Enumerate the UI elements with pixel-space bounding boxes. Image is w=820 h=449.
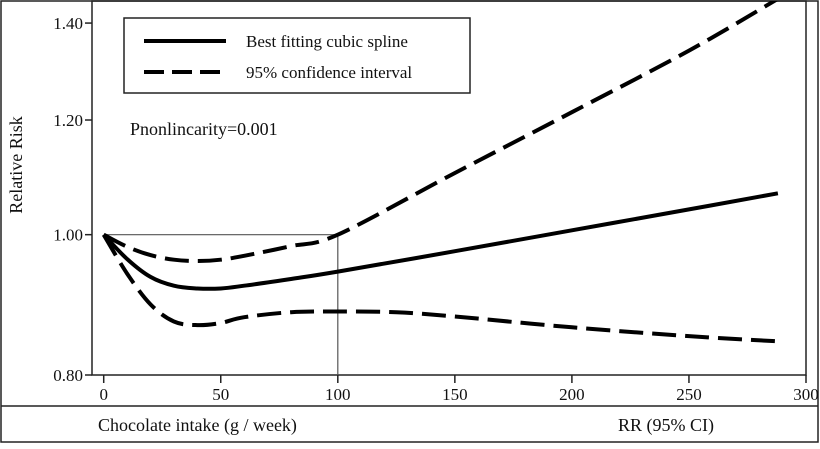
p-nonlinearity-annotation: Pnonlincarity=0.001 bbox=[130, 119, 278, 139]
legend: Best fitting cubic spline 95% confidence… bbox=[123, 17, 471, 94]
reference-lines bbox=[103, 234, 339, 375]
legend-label-ci: 95% confidence interval bbox=[246, 63, 412, 82]
x-tick-label: 100 bbox=[325, 385, 351, 404]
legend-label-spline: Best fitting cubic spline bbox=[246, 32, 408, 51]
series-layer bbox=[101, 1, 779, 344]
x-tick-label: 300 bbox=[793, 385, 819, 404]
legend-box bbox=[123, 17, 471, 94]
y-tick-label: 0.80 bbox=[53, 366, 83, 385]
series-line-ci-upper bbox=[102, 1, 779, 263]
y-tick-label: 1.40 bbox=[53, 14, 83, 33]
footer-right-label: RR (95% CI) bbox=[618, 415, 714, 436]
x-tick-label: 250 bbox=[676, 385, 702, 404]
y-tick-label: 1.20 bbox=[53, 111, 83, 130]
y-axis-ticks: 0.80 1.00 1.20 1.40 bbox=[53, 14, 92, 385]
series-line-ci-lower bbox=[101, 233, 779, 344]
x-tick-label: 50 bbox=[212, 385, 229, 404]
x-tick-label: 0 bbox=[99, 385, 108, 404]
y-tick-label: 1.00 bbox=[53, 226, 83, 245]
x-axis-title: Chocolate intake (g / week) bbox=[98, 415, 297, 436]
series-line-spline bbox=[102, 191, 779, 291]
x-tick-label: 150 bbox=[442, 385, 468, 404]
plot-area-frame bbox=[91, 0, 807, 376]
x-tick-label: 200 bbox=[559, 385, 585, 404]
x-axis-ticks: 0 50 100 150 200 250 300 bbox=[99, 375, 819, 404]
y-axis-title: Relative Risk bbox=[6, 116, 26, 214]
